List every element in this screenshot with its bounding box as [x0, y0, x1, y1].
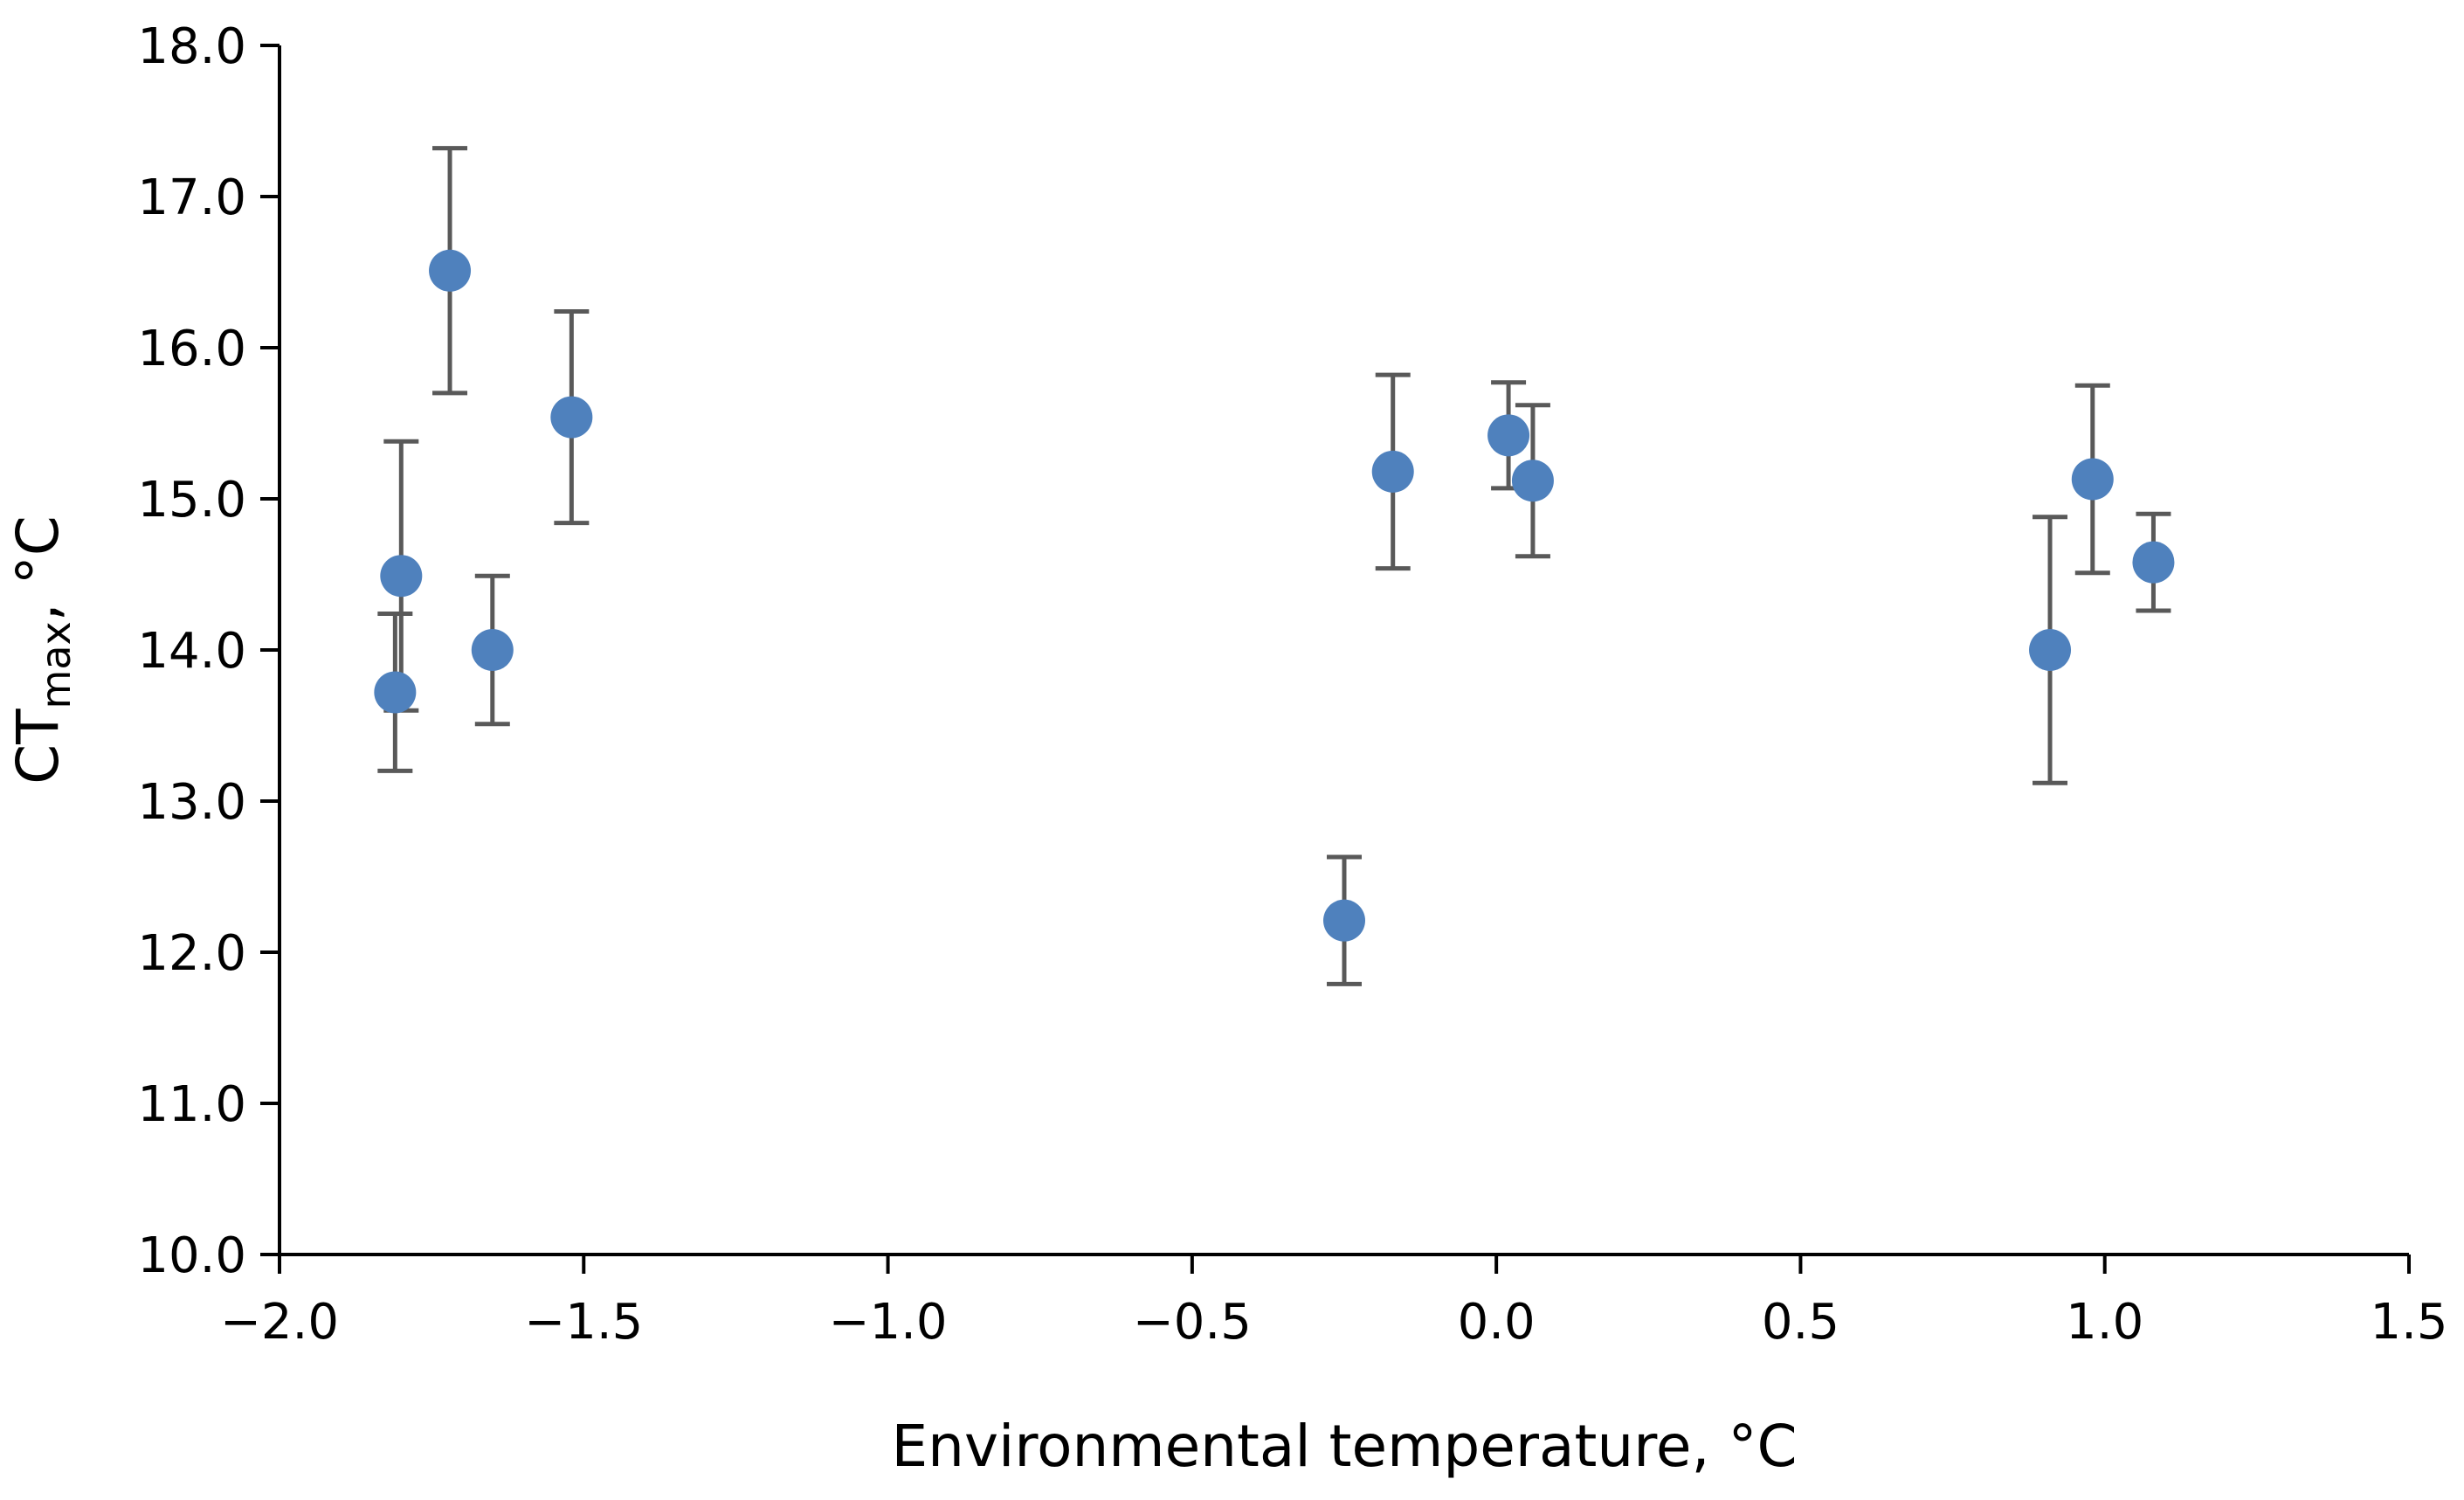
data-point [2071, 458, 2114, 501]
y-tick-label: 18.0 [137, 18, 246, 75]
error-bars [377, 146, 2171, 986]
y-axis-title-suffix: , °C [4, 515, 72, 621]
ticks: 10.0 11.0 12.0 13.0 14.0 15.0 16.0 17.0 18.0 −2.0… [137, 18, 2447, 1351]
data-point [471, 629, 514, 671]
data-point [2132, 541, 2175, 584]
x-tick-label: 0.5 [1762, 1294, 1839, 1351]
data-point [374, 671, 417, 714]
data-point [1511, 460, 1554, 502]
x-tick-label: −0.5 [1133, 1294, 1252, 1351]
data-point [1323, 899, 1365, 942]
y-tick-label: 11.0 [137, 1076, 246, 1133]
x-tick-label: 0.0 [1458, 1294, 1536, 1351]
data-point [380, 555, 423, 598]
data-point [1487, 414, 1530, 457]
y-tick-label: 10.0 [137, 1227, 246, 1284]
y-tick-label: 16.0 [137, 321, 246, 377]
y-axis-title: CTmax, °C [4, 515, 79, 785]
data-points [374, 249, 2175, 942]
y-tick-label: 13.0 [137, 774, 246, 831]
data-point [2029, 629, 2072, 671]
x-axis-title: Environmental temperature, °C [891, 1413, 1797, 1480]
data-point [1371, 450, 1414, 493]
data-point [429, 249, 472, 292]
x-tick-label: −1.5 [524, 1294, 643, 1351]
data-point [550, 396, 593, 439]
x-tick-label: 1.5 [2370, 1294, 2447, 1351]
y-axis-title-main: CT [4, 709, 72, 785]
y-tick-label: 17.0 [137, 169, 246, 226]
y-tick-label: 15.0 [137, 472, 246, 529]
y-tick-label: 14.0 [137, 623, 246, 680]
y-axis-title-subscript: max [32, 621, 79, 709]
x-tick-label: −1.0 [829, 1294, 948, 1351]
x-tick-label: −2.0 [220, 1294, 339, 1351]
x-tick-label: 1.0 [2066, 1294, 2143, 1351]
y-tick-label: 12.0 [137, 925, 246, 982]
axes [278, 45, 2409, 1256]
